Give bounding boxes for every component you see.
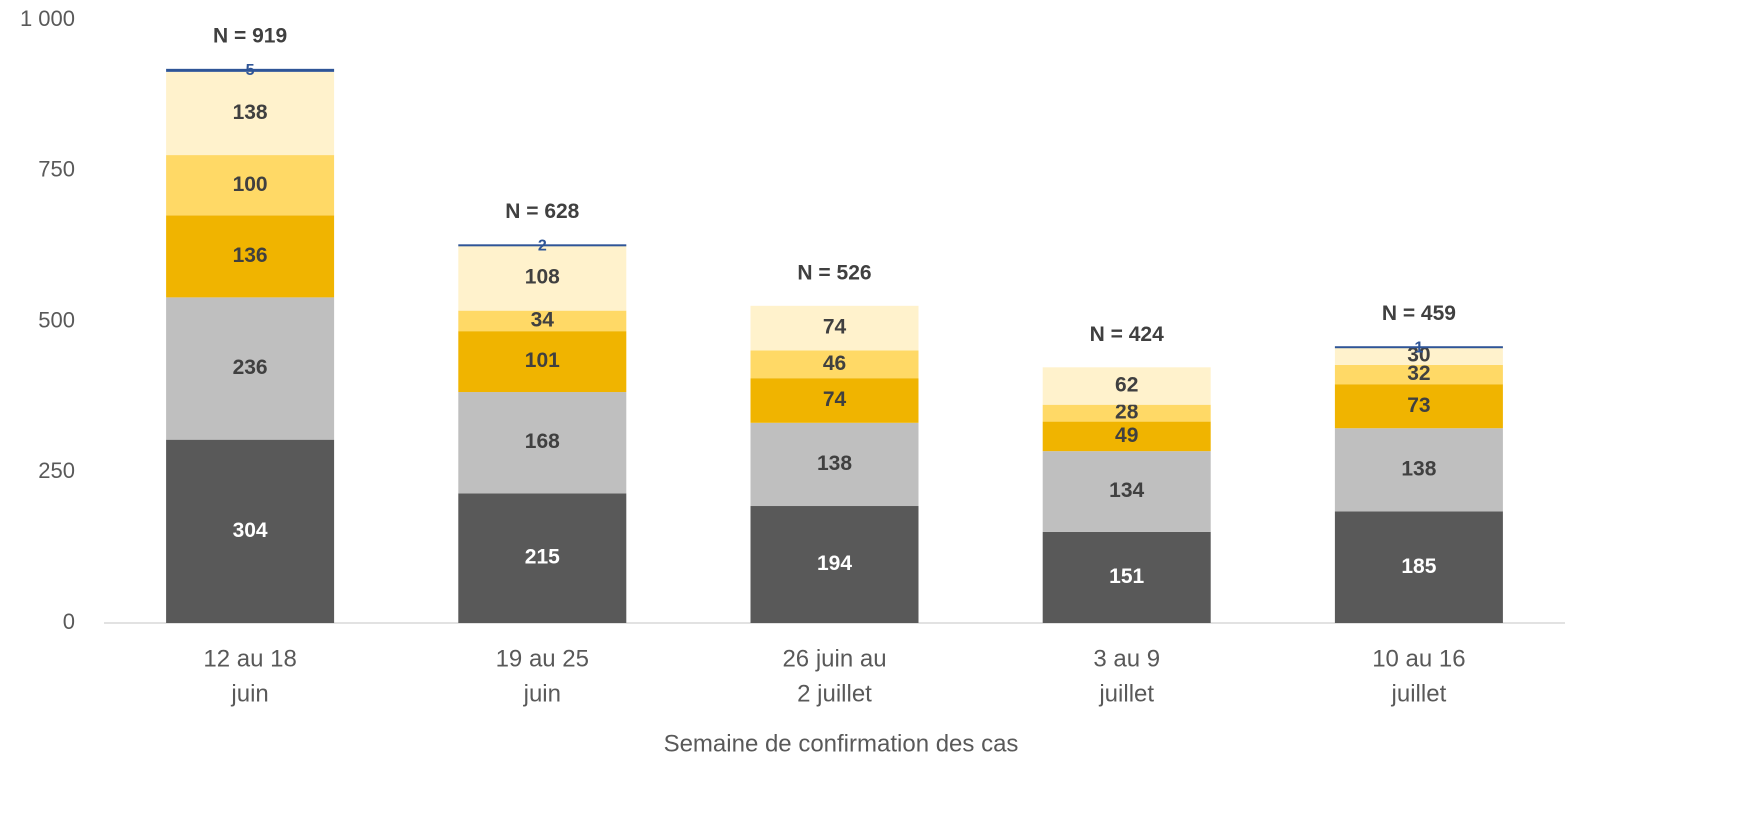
total-label: N = 424 [1090, 323, 1164, 346]
total-label: N = 526 [797, 261, 871, 284]
data-label: 100 [233, 173, 268, 196]
bar-segment [1042, 367, 1211, 405]
bar-segment [750, 378, 919, 423]
data-label: 28 [1115, 401, 1139, 424]
bar-segment [166, 439, 335, 623]
x-tick-label: 2 juillet [797, 680, 872, 707]
data-label: 46 [823, 352, 846, 375]
y-tick-label: 1 000 [20, 6, 75, 31]
y-tick-label: 0 [63, 609, 75, 634]
data-label: 73 [1407, 394, 1430, 417]
data-label: 32 [1407, 362, 1430, 385]
data-label: 168 [525, 430, 560, 453]
data-label: 34 [531, 308, 555, 331]
data-label: 101 [525, 349, 560, 372]
bar-segment [458, 493, 627, 623]
data-label: 62 [1115, 374, 1138, 397]
y-tick-label: 250 [38, 458, 75, 483]
data-label: 2 [538, 238, 547, 255]
bar-segment [458, 392, 627, 494]
x-tick-label: juin [523, 680, 561, 707]
data-label: 49 [1115, 424, 1138, 447]
data-label: 30 [1407, 343, 1430, 366]
x-tick-label: 19 au 25 [496, 645, 589, 672]
data-label: 134 [1109, 479, 1144, 502]
bar-segment [1334, 346, 1503, 349]
bar-segment [1042, 531, 1211, 623]
bar-segment [458, 310, 627, 332]
total-label: N = 628 [505, 200, 579, 223]
total-label: N = 919 [213, 24, 287, 47]
data-label: 215 [525, 546, 560, 569]
bar-segment [750, 506, 919, 623]
bar-segment [1334, 364, 1503, 385]
bar-segment [750, 422, 919, 507]
bar-segment [1334, 384, 1503, 429]
bar-segment [166, 71, 335, 156]
x-tick-label: juillet [1098, 680, 1154, 707]
x-tick-label: juillet [1391, 680, 1447, 707]
bar-segment [458, 331, 627, 393]
bar-segment [166, 215, 335, 298]
x-tick-label: 10 au 16 [1372, 645, 1465, 672]
data-label: 108 [525, 266, 560, 289]
y-tick-label: 750 [38, 157, 75, 182]
data-label: 136 [233, 244, 268, 267]
data-label: 185 [1401, 555, 1436, 578]
data-label: 194 [817, 552, 852, 575]
data-label: 74 [823, 388, 847, 411]
bar-segment [1042, 451, 1211, 532]
bar-segment [1334, 511, 1503, 623]
bar-segment [1334, 346, 1503, 365]
data-label: 304 [233, 519, 268, 542]
data-label: 138 [1401, 457, 1436, 480]
x-tick-label: 12 au 18 [203, 645, 296, 672]
bar-segment [458, 245, 627, 311]
data-label: 138 [233, 101, 268, 124]
bar-segment [750, 350, 919, 379]
data-label: 138 [817, 452, 852, 475]
data-label: 5 [246, 62, 255, 79]
bar-segment [166, 68, 335, 72]
y-tick-label: 500 [38, 307, 75, 332]
data-label: 1 [1414, 339, 1423, 356]
bar-segment [1042, 404, 1211, 422]
bar-segment [1334, 428, 1503, 512]
data-label: 236 [233, 356, 268, 379]
bar-segment [166, 155, 335, 216]
x-tick-label: 26 juin au [782, 645, 886, 672]
bar-segment [166, 297, 335, 440]
data-label: 151 [1109, 565, 1144, 588]
bar-segment [1042, 421, 1211, 452]
bar-segment [750, 305, 919, 351]
bar-segment [458, 244, 627, 247]
x-tick-label: 3 au 9 [1093, 645, 1160, 672]
x-tick-label: juin [230, 680, 268, 707]
x-axis-label: Semaine de confirmation des cas [664, 730, 1019, 757]
data-label: 74 [823, 316, 847, 339]
total-label: N = 459 [1382, 302, 1456, 325]
